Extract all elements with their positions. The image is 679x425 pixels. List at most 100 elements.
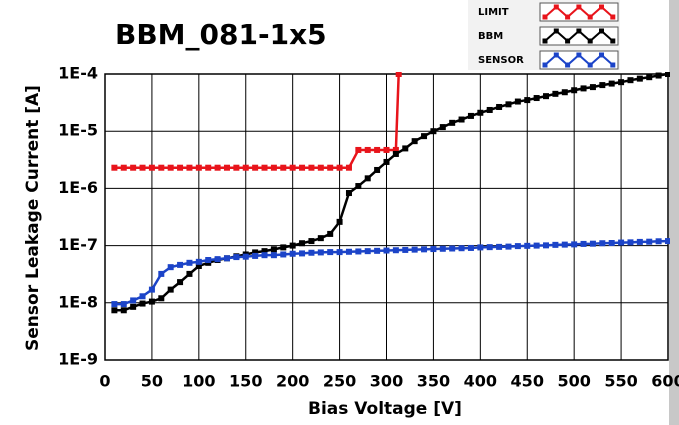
- data-point: [327, 249, 334, 256]
- data-point: [496, 243, 503, 250]
- data-point: [280, 244, 287, 251]
- data-point: [223, 164, 230, 171]
- legend-marker: [610, 38, 616, 44]
- legend-label: SENSOR: [478, 55, 524, 66]
- data-point: [467, 244, 474, 251]
- x-tick-label: 200: [276, 372, 309, 391]
- legend-marker: [587, 38, 593, 44]
- data-point: [289, 242, 296, 249]
- data-point: [599, 240, 606, 247]
- data-point: [533, 95, 540, 102]
- data-point: [383, 146, 390, 153]
- legend-marker: [576, 52, 582, 58]
- data-point: [336, 218, 343, 225]
- data-point: [618, 239, 625, 246]
- data-point: [186, 270, 193, 277]
- data-point: [327, 230, 334, 237]
- data-point: [270, 246, 277, 253]
- data-point: [139, 164, 146, 171]
- y-tick-label: 1E-7: [58, 235, 98, 254]
- data-point: [280, 251, 287, 258]
- y-axis-title: Sensor Leakage Current [A]: [23, 85, 43, 351]
- legend-label: BBM: [478, 31, 503, 42]
- data-point: [665, 238, 670, 245]
- data-point: [130, 164, 137, 171]
- data-point: [345, 164, 352, 171]
- data-point: [571, 87, 578, 94]
- data-point: [505, 243, 512, 250]
- data-point: [364, 146, 371, 153]
- data-point: [345, 190, 352, 197]
- y-tick-label: 1E-4: [58, 64, 98, 83]
- data-point: [167, 286, 174, 293]
- data-point: [327, 164, 334, 171]
- x-tick-label: 250: [323, 372, 356, 391]
- legend-box: [539, 26, 619, 46]
- data-point: [280, 164, 287, 171]
- data-point: [299, 250, 306, 257]
- data-point: [336, 249, 343, 256]
- data-point: [223, 255, 230, 262]
- data-point: [139, 293, 146, 300]
- data-point: [355, 248, 362, 255]
- data-point: [299, 240, 306, 247]
- data-point: [383, 158, 390, 165]
- data-point: [195, 258, 202, 265]
- data-point: [505, 101, 512, 108]
- data-point: [543, 93, 550, 100]
- data-point: [392, 247, 399, 254]
- data-point: [158, 164, 165, 171]
- data-point: [130, 297, 137, 304]
- data-point: [308, 238, 315, 245]
- x-tick-label: 50: [141, 372, 163, 391]
- chart-title: BBM_081-1x5: [115, 18, 327, 51]
- data-point: [467, 112, 474, 119]
- data-point: [214, 256, 221, 263]
- data-point: [477, 244, 484, 251]
- data-point: [486, 106, 493, 113]
- data-point: [430, 128, 437, 135]
- data-point: [514, 98, 521, 105]
- data-point: [186, 164, 193, 171]
- data-point: [111, 164, 118, 171]
- data-point: [496, 103, 503, 110]
- legend-marker: [553, 52, 559, 58]
- data-point: [111, 301, 118, 308]
- data-point: [383, 247, 390, 254]
- data-point: [618, 79, 625, 86]
- data-point: [317, 249, 324, 256]
- data-point: [233, 164, 240, 171]
- legend-label: LIMIT: [478, 7, 509, 18]
- data-point: [374, 146, 381, 153]
- data-point: [336, 164, 343, 171]
- legend-marker: [599, 28, 604, 34]
- data-point: [355, 146, 362, 153]
- x-tick-label: 100: [182, 372, 215, 391]
- y-tick-label: 1E-5: [58, 121, 98, 140]
- data-point: [449, 245, 456, 252]
- plot-area: [111, 72, 670, 314]
- data-point: [177, 279, 184, 286]
- x-tick-label: 0: [99, 372, 110, 391]
- data-point: [158, 270, 165, 277]
- data-point: [252, 249, 259, 256]
- data-point: [299, 164, 306, 171]
- data-point: [552, 90, 559, 97]
- data-point: [395, 72, 402, 77]
- data-point: [580, 240, 587, 247]
- data-point: [636, 238, 643, 245]
- data-point: [289, 250, 296, 257]
- x-tick-label: 150: [229, 372, 262, 391]
- legend-marker: [576, 4, 582, 10]
- y-tick-label: 1E-6: [58, 178, 98, 197]
- data-point: [148, 298, 155, 305]
- data-point: [289, 164, 296, 171]
- data-point: [543, 242, 550, 249]
- data-point: [177, 164, 184, 171]
- y-tick-label: 1E-9: [58, 350, 98, 369]
- data-point: [261, 252, 268, 259]
- data-point: [589, 84, 596, 91]
- legend-marker: [565, 38, 571, 44]
- data-point: [392, 146, 399, 153]
